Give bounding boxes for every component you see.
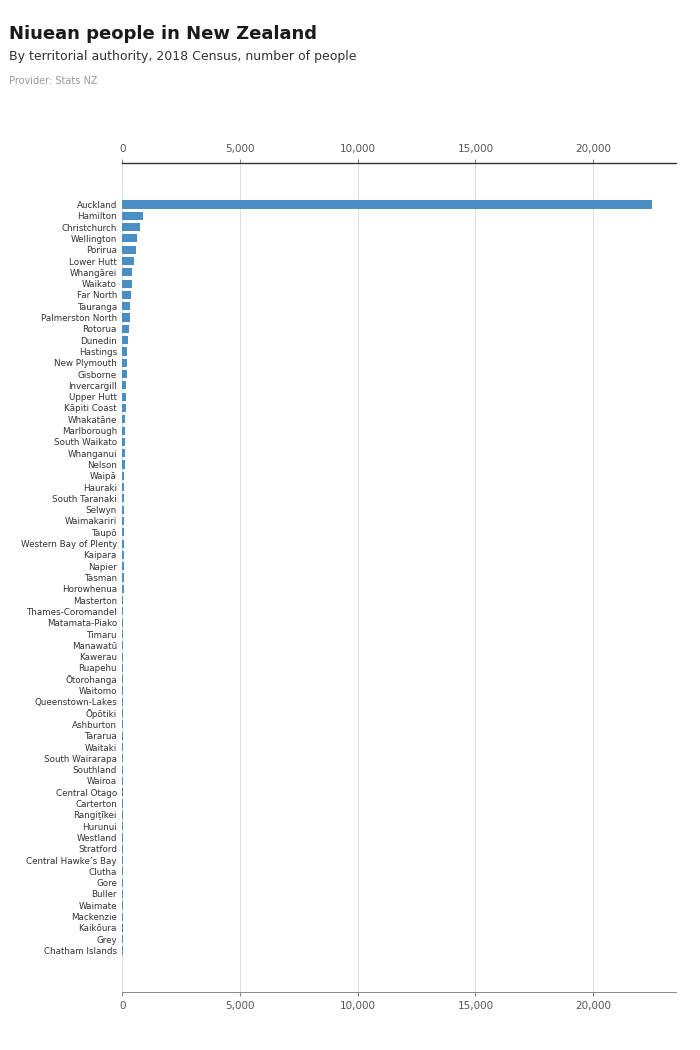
Bar [122, 426, 125, 435]
Bar [122, 562, 124, 570]
Bar [122, 540, 124, 548]
Bar [122, 607, 123, 615]
Bar [122, 585, 124, 593]
Text: Provider: Stats NZ: Provider: Stats NZ [9, 76, 97, 86]
Bar [122, 471, 125, 480]
Bar [122, 495, 124, 503]
Bar [122, 359, 127, 366]
Bar [122, 257, 134, 265]
Bar [122, 246, 136, 254]
Bar [122, 314, 130, 321]
Bar [122, 415, 125, 423]
Bar [122, 268, 132, 276]
Bar [122, 370, 127, 378]
Bar [122, 573, 124, 582]
Bar [122, 630, 123, 638]
Bar [122, 618, 123, 627]
Bar [122, 517, 124, 525]
Text: By territorial authority, 2018 Census, number of people: By territorial authority, 2018 Census, n… [9, 50, 356, 63]
Bar [122, 279, 132, 288]
Bar [122, 291, 131, 299]
Bar [122, 483, 125, 491]
Bar [122, 460, 125, 468]
Bar [122, 302, 130, 311]
Bar [122, 506, 124, 513]
Bar [122, 324, 129, 333]
Text: Niuean people in New Zealand: Niuean people in New Zealand [9, 25, 317, 43]
Bar [122, 381, 127, 390]
Bar [122, 528, 124, 537]
Bar [122, 201, 652, 209]
Bar [122, 551, 124, 559]
Bar [122, 596, 123, 604]
Bar [122, 404, 126, 412]
Bar [122, 223, 140, 231]
Bar [122, 642, 123, 649]
Bar [122, 348, 127, 356]
Bar [122, 438, 125, 446]
Bar [122, 336, 128, 344]
Bar [122, 234, 137, 243]
Bar [122, 449, 125, 457]
Bar [122, 212, 143, 219]
Text: figure.nz: figure.nz [583, 17, 649, 32]
Bar [122, 393, 126, 401]
